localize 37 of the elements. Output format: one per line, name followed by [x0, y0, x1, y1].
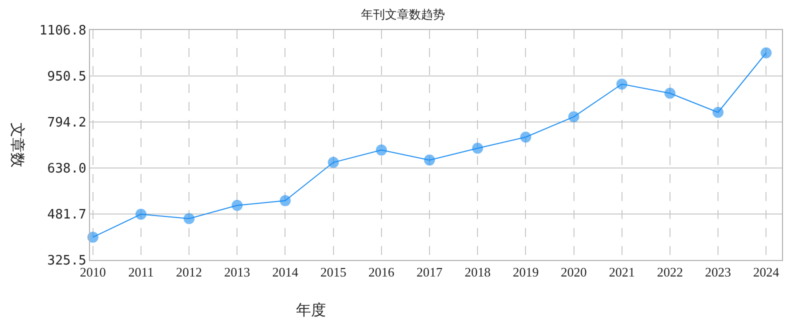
- point: [424, 154, 436, 166]
- point: [184, 213, 195, 224]
- point: [135, 208, 146, 220]
- point: [472, 142, 484, 154]
- y-tick-label: 481.7: [47, 208, 86, 223]
- x-tick-label: 2019: [512, 264, 539, 280]
- point: [376, 144, 387, 156]
- point: [760, 47, 772, 58]
- point: [712, 106, 724, 118]
- point: [87, 232, 98, 243]
- point: [568, 111, 580, 122]
- x-axis-title: 年度: [296, 301, 326, 319]
- x-tick-label: 2016: [368, 264, 395, 280]
- point: [616, 78, 628, 90]
- point: [328, 156, 339, 168]
- x-tick-label: 2013: [224, 264, 250, 280]
- point: [232, 200, 243, 211]
- x-tick-label: 2024: [753, 264, 780, 280]
- x-tick-label: 2018: [464, 264, 491, 280]
- point: [520, 132, 532, 143]
- x-tick-label: 2020: [560, 264, 587, 280]
- y-tick-label: 950.5: [47, 70, 86, 85]
- point: [664, 88, 676, 99]
- x-tick-label: 2023: [705, 264, 732, 280]
- x-tick-label: 2022: [656, 264, 683, 280]
- x-tick-label: 2011: [128, 264, 154, 280]
- y-tick-label: 1106.8: [39, 24, 86, 39]
- x-tick-label: 2015: [320, 264, 346, 280]
- y-axis-title: 文章数: [8, 122, 26, 168]
- point: [280, 195, 291, 206]
- x-tick-label: 2021: [608, 264, 635, 280]
- y-tick-label: 794.2: [47, 116, 86, 131]
- chart-title: 年刊文章数趋势: [361, 7, 445, 22]
- x-tick-label: 2012: [176, 264, 202, 280]
- x-tick-label: 2017: [416, 264, 444, 280]
- y-tick-label: 638.0: [47, 162, 86, 177]
- x-tick-label: 2014: [272, 264, 299, 280]
